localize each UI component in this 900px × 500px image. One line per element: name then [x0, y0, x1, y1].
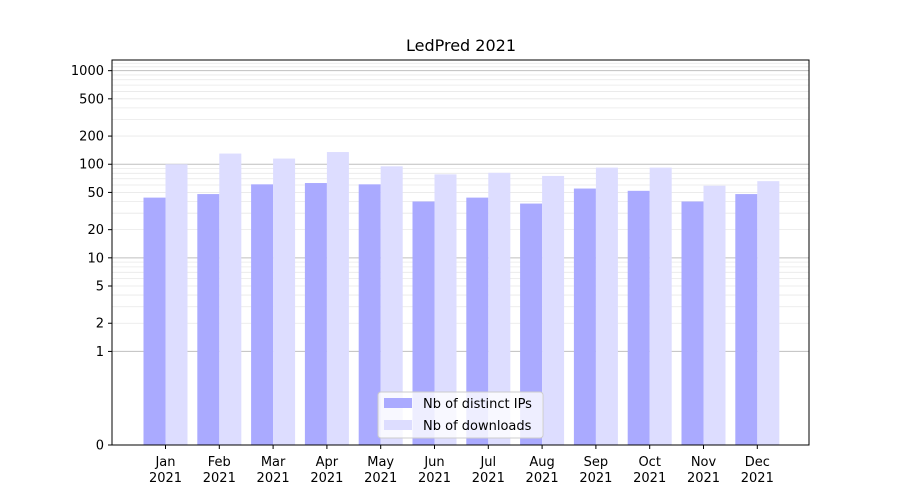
- legend-label: Nb of downloads: [423, 419, 532, 434]
- x-tick-label-month: Nov: [691, 455, 717, 470]
- x-tick-label-year: 2021: [418, 471, 451, 486]
- x-tick-label-month: Feb: [208, 455, 231, 470]
- bar-distinct-ips: [520, 203, 543, 445]
- chart-title: LedPred 2021: [406, 36, 516, 55]
- bar-downloads: [165, 164, 188, 445]
- bar-downloads: [757, 181, 780, 445]
- bar-downloads: [380, 166, 403, 445]
- x-tick-label-month: Sep: [584, 455, 609, 470]
- y-tick-label: 1000: [71, 64, 104, 79]
- x-tick-label-year: 2021: [472, 471, 505, 486]
- x-tick-label-month: Jul: [479, 455, 496, 470]
- y-axis: 0 1 2 5 10 20 50 100 200 500 1000: [71, 64, 112, 454]
- legend-label: Nb of distinct IPs: [423, 397, 532, 412]
- bar-distinct-ips: [358, 184, 381, 445]
- x-tick-label-month: Mar: [261, 455, 286, 470]
- bar-downloads: [703, 185, 726, 446]
- legend-box: [377, 391, 544, 439]
- legend-swatch: [384, 420, 412, 430]
- bar-downloads: [273, 158, 296, 445]
- bar-distinct-ips: [573, 188, 596, 445]
- bar-downloads: [542, 175, 565, 445]
- plot-frame: [111, 59, 810, 446]
- y-tick-label: 50: [87, 186, 104, 201]
- bar-downloads: [219, 153, 242, 446]
- bars: [143, 152, 780, 446]
- y-tick-label: 0: [96, 439, 104, 454]
- bar-distinct-ips: [197, 194, 220, 445]
- x-tick-label-month: May: [367, 455, 394, 470]
- x-tick-label-month: Aug: [529, 455, 554, 470]
- x-tick-label-year: 2021: [526, 471, 559, 486]
- y-tick-label: 5: [96, 280, 104, 295]
- bar-downloads: [488, 172, 511, 445]
- bar-distinct-ips: [466, 197, 489, 445]
- bar-downloads: [595, 167, 618, 445]
- x-tick-label-month: Jan: [154, 455, 175, 470]
- bar-downloads: [326, 152, 349, 445]
- y-tick-label: 2: [96, 317, 104, 332]
- bar-distinct-ips: [412, 201, 435, 445]
- x-tick-label-year: 2021: [257, 471, 290, 486]
- x-tick-label-year: 2021: [633, 471, 666, 486]
- x-tick-label-month: Dec: [745, 455, 770, 470]
- bar-distinct-ips: [627, 190, 650, 445]
- x-tick-label-month: Oct: [638, 455, 660, 470]
- x-tick-label-year: 2021: [741, 471, 774, 486]
- y-tick-label: 100: [79, 158, 104, 173]
- bar-downloads: [649, 167, 672, 445]
- x-tick-label-year: 2021: [687, 471, 720, 486]
- y-tick-label: 10: [87, 251, 104, 266]
- x-tick-label-year: 2021: [579, 471, 612, 486]
- y-tick-label: 200: [79, 130, 104, 145]
- y-tick-label: 1: [96, 345, 104, 360]
- y-tick-label: 20: [87, 223, 104, 238]
- bar-distinct-ips: [681, 201, 704, 445]
- legend: Nb of distinct IPs Nb of downloads: [377, 391, 544, 439]
- legend-swatch: [384, 398, 412, 408]
- bar-downloads: [434, 174, 457, 445]
- x-tick-label-month: Jun: [423, 455, 444, 470]
- x-tick-label-year: 2021: [364, 471, 397, 486]
- bar-distinct-ips: [735, 194, 758, 445]
- x-tick-label-year: 2021: [203, 471, 236, 486]
- bar-distinct-ips: [304, 183, 327, 446]
- x-tick-label-year: 2021: [149, 471, 182, 486]
- bar-distinct-ips: [143, 197, 166, 445]
- x-axis: Jan2021Feb2021Mar2021Apr2021May2021Jun20…: [149, 445, 774, 486]
- x-tick-label-year: 2021: [310, 471, 343, 486]
- y-tick-label: 500: [79, 92, 104, 107]
- bar-distinct-ips: [251, 184, 274, 445]
- x-tick-label-month: Apr: [316, 455, 339, 470]
